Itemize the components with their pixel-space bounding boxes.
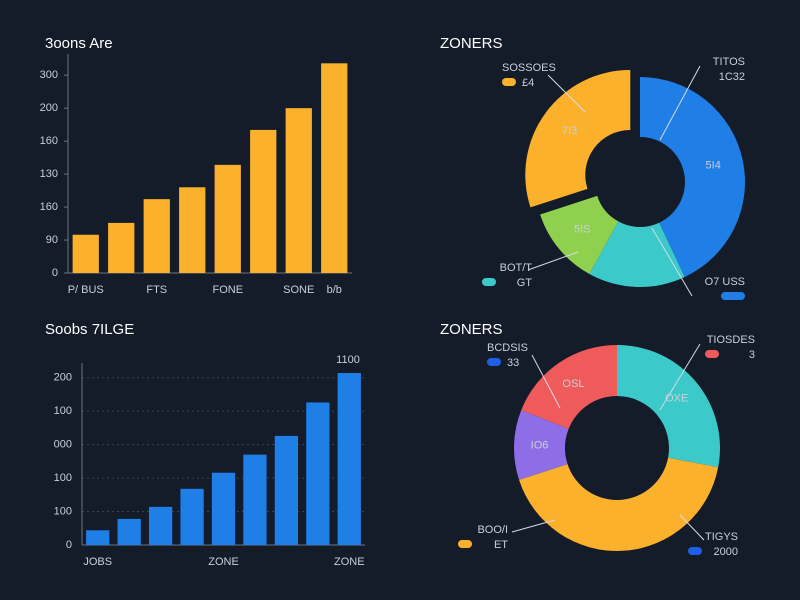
y-tick-label: 300 (40, 69, 58, 81)
bar (108, 222, 135, 273)
y-tick-label: 90 (46, 234, 58, 246)
leader-line (547, 74, 586, 113)
y-tick-label: 100 (54, 405, 72, 417)
slice-label: OXE (665, 393, 688, 405)
leader-line (679, 514, 705, 541)
callout-value: £4 (522, 77, 534, 89)
slice-label: 5I4 (706, 160, 721, 172)
donut-slice (617, 345, 720, 468)
x-tick-label: FTS (146, 284, 167, 296)
legend-swatch (705, 350, 719, 358)
donut-slice (521, 345, 617, 429)
bar (337, 373, 361, 545)
slice-label: OSL (562, 378, 584, 390)
leader-line (511, 519, 556, 533)
bar (148, 506, 173, 545)
callout-title: BCDSIS (487, 342, 528, 354)
bar (274, 435, 299, 545)
donut-slice (525, 69, 631, 208)
callout-title: BOT/T (500, 262, 533, 274)
donut-slice (519, 457, 719, 551)
y-tick-label: 200 (40, 102, 58, 114)
callout-title: TITOS (713, 56, 745, 68)
y-tick-label: 100 (54, 472, 72, 484)
y-tick-label: 100 (54, 505, 72, 517)
x-tick-label: ZONE (334, 556, 365, 568)
callout-value: 1C32 (719, 71, 745, 83)
legend-swatch (688, 547, 702, 555)
bar (180, 488, 204, 545)
leader-line (651, 227, 693, 297)
leader-line (527, 251, 579, 271)
y-tick-label: 130 (40, 168, 58, 180)
callout-title: SOSSOES (502, 62, 556, 74)
callout-title: TIGYS (705, 531, 738, 543)
callout-title: O7 USS (705, 276, 745, 288)
annotation: 1100 (336, 354, 360, 366)
y-tick-label: 000 (54, 439, 72, 451)
bar (306, 402, 330, 545)
slice-label: 5IS (574, 224, 591, 236)
callout-value: 3 (749, 349, 755, 361)
bar (321, 63, 348, 273)
donut-slice (514, 410, 569, 480)
bar (285, 108, 312, 273)
y-tick-label: 0 (66, 539, 72, 551)
bar (250, 129, 277, 273)
x-tick-label: FONE (212, 284, 243, 296)
bar (86, 530, 110, 545)
legend-swatch (502, 78, 516, 86)
bar (117, 518, 141, 545)
bar (179, 187, 206, 273)
x-tick-label: ZONE (208, 556, 239, 568)
callout-title: TIOSDES (707, 334, 755, 346)
legend-swatch (482, 278, 496, 286)
callout-value: 2000 (714, 546, 738, 558)
x-tick-label: P/ BUS (68, 284, 104, 296)
chart-title: ZONERS (440, 35, 503, 52)
y-tick-label: 160 (40, 135, 58, 147)
legend-swatch (487, 358, 501, 366)
x-tick-label: SONE (283, 284, 314, 296)
y-tick-label: 0 (52, 267, 58, 279)
y-tick-label: 160 (40, 201, 58, 213)
legend-swatch (458, 540, 472, 548)
y-tick-label: 200 (54, 372, 72, 384)
donut-slice (540, 195, 619, 275)
donut-slice (589, 221, 685, 288)
callout-value: 33 (507, 357, 519, 369)
leader-line (531, 354, 561, 409)
callout-value: GT (517, 277, 533, 289)
chart-title: Soobs 7ILGE (45, 321, 134, 338)
x-tick-label: b/b (327, 284, 342, 296)
bar (143, 199, 170, 273)
slice-label: IO6 (531, 439, 549, 451)
chart-title: 3oons Are (45, 35, 113, 52)
slice-label: 7I3 (562, 125, 577, 137)
callout-title: BOO/I (477, 524, 508, 536)
leader-line (659, 65, 701, 141)
leader-line (659, 343, 701, 411)
chart-title: ZONERS (440, 321, 503, 338)
bar (214, 164, 241, 273)
x-tick-label: JOBS (83, 556, 112, 568)
bar (243, 454, 267, 545)
bar (72, 234, 99, 273)
callout-value: ET (494, 539, 508, 551)
legend-swatch (721, 292, 745, 300)
bar (211, 472, 236, 545)
donut-slice (640, 77, 746, 278)
